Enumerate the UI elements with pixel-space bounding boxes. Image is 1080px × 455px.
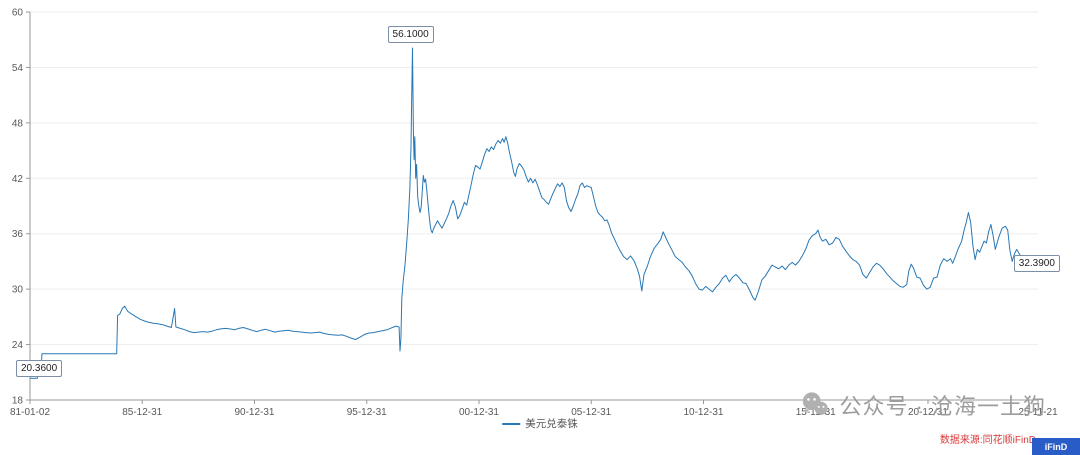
watermark: 公众号 · 沧海一土狗 xyxy=(800,389,1046,421)
vendor-badge: iFinD xyxy=(1032,438,1080,455)
x-axis-tick-label: 90-12-31 xyxy=(234,407,274,418)
x-axis-tick-label: 00-12-31 xyxy=(459,407,499,418)
x-axis-tick-label: 05-12-31 xyxy=(571,407,611,418)
x-axis-tick-label: 10-12-31 xyxy=(683,407,723,418)
y-axis-tick-label: 42 xyxy=(12,174,24,185)
x-axis-tick-label: 20-12-31 xyxy=(908,407,948,418)
y-axis-tick-label: 48 xyxy=(12,118,24,129)
y-axis-tick-label: 60 xyxy=(12,8,24,19)
price-line[interactable] xyxy=(29,47,1039,379)
data-source-text: 数据来源:同花顺iFinD xyxy=(939,435,1036,446)
x-axis-tick-label: 95-12-31 xyxy=(347,407,387,418)
legend-label: 美元兑泰铢 xyxy=(525,418,578,430)
x-axis-tick-label: 81-01-02 xyxy=(10,407,50,418)
watermark-text: 公众号 · 沧海一土狗 xyxy=(839,394,1046,419)
y-axis-tick-label: 54 xyxy=(12,63,24,74)
legend-line-swatch xyxy=(502,422,521,425)
legend-usd-thb[interactable]: 美元兑泰铢 xyxy=(502,416,578,431)
y-axis-tick-label: 30 xyxy=(12,285,24,296)
x-axis-tick-label: 85-12-31 xyxy=(122,407,162,418)
y-axis-tick-label: 24 xyxy=(12,340,24,351)
x-axis-tick-label: 15-12-31 xyxy=(796,407,836,418)
wechat-icon xyxy=(803,392,829,415)
y-axis-tick-label: 36 xyxy=(12,229,24,240)
y-axis-tick-label: 18 xyxy=(12,396,24,407)
x-axis-tick-label: 25-11-21 xyxy=(1018,407,1058,418)
